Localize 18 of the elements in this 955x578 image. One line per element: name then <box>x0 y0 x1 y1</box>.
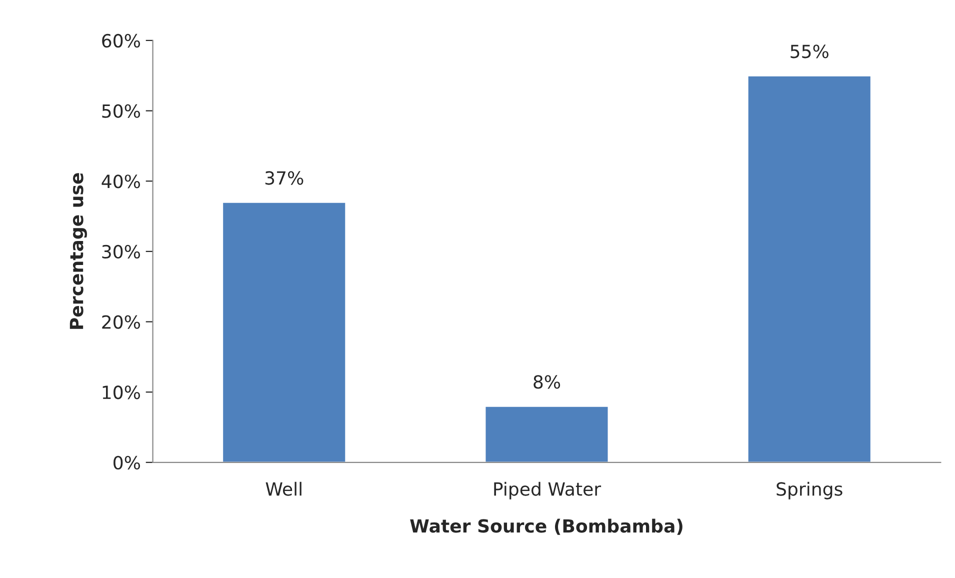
y-axis-title: Percentage use <box>70 173 87 329</box>
y-tick-label: 10% <box>102 386 140 400</box>
y-tick-label: 30% <box>102 244 140 259</box>
x-tick-label: Piped Water <box>494 482 602 500</box>
x-axis-title: Water Source (Bombamba) <box>410 518 682 535</box>
data-label: 37% <box>265 171 304 185</box>
y-tick-label: 20% <box>102 315 140 329</box>
y-tick-label: 40% <box>102 174 140 188</box>
data-label: 8% <box>534 375 560 389</box>
data-label: 55% <box>790 44 828 58</box>
y-tick-label: 60% <box>102 34 140 48</box>
bar <box>746 74 872 462</box>
bar <box>222 202 347 462</box>
bar <box>484 405 610 462</box>
y-tick-label: 50% <box>102 104 140 118</box>
y-tick-label: 0% <box>114 456 140 470</box>
x-tick-label: Well <box>266 482 302 496</box>
x-tick-label: Springs <box>776 482 842 500</box>
